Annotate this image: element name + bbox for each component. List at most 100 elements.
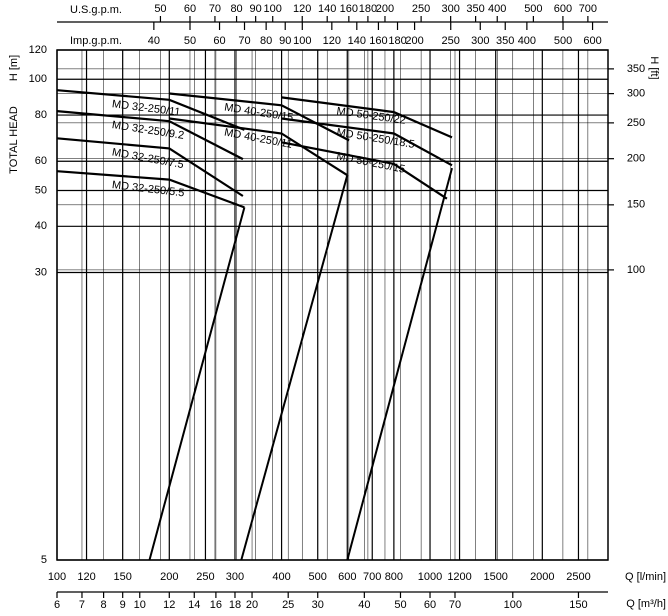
y2-tick-label: 200 xyxy=(627,153,645,165)
pump-curve xyxy=(281,96,453,139)
y-tick-label: 120 xyxy=(29,44,47,56)
x2-tick-label: 100 xyxy=(504,599,522,611)
pump-curve xyxy=(56,110,244,161)
x3-tick-label: 250 xyxy=(412,3,430,15)
y2-tick-label: 150 xyxy=(627,199,645,211)
x-tick-label: 200 xyxy=(160,571,178,583)
x2-tick-label: 70 xyxy=(449,599,461,611)
x-tick-label: 600 xyxy=(338,571,356,583)
x3-tick-label: 50 xyxy=(154,3,166,15)
x-tick-label: 1500 xyxy=(483,571,507,583)
y-tick-label: 60 xyxy=(35,155,47,167)
x3-tick-label: 100 xyxy=(264,3,282,15)
x4-tick-label: 200 xyxy=(405,35,423,47)
y-tick-label: 50 xyxy=(35,184,47,196)
x4-tick-label: 120 xyxy=(323,35,341,47)
x2-tick-label: 14 xyxy=(188,599,200,611)
x2-tick-label: 50 xyxy=(394,599,406,611)
y2-tick-label: 250 xyxy=(627,117,645,129)
x-tick-label: 400 xyxy=(272,571,290,583)
x4-tick-label: 40 xyxy=(148,35,160,47)
pump-curve xyxy=(169,117,348,177)
x3-tick-label: 700 xyxy=(579,3,597,15)
x3-tick-label: 80 xyxy=(230,3,242,15)
x2-tick-label: 12 xyxy=(163,599,175,611)
x4-tick-label: 50 xyxy=(184,35,196,47)
x4-tick-label: 70 xyxy=(238,35,250,47)
x-tick-label: 150 xyxy=(114,571,132,583)
x3-tick-label: 60 xyxy=(184,3,196,15)
pump-curve xyxy=(281,117,453,167)
pump-curve xyxy=(56,137,244,197)
x3-tick-label: 600 xyxy=(554,3,572,15)
x-label: Q [l/min] xyxy=(625,571,666,583)
x-tick-label: 300 xyxy=(226,571,244,583)
x2-tick-label: 10 xyxy=(134,599,146,611)
x3-tick-label: 90 xyxy=(250,3,262,15)
x3-tick-label: 300 xyxy=(441,3,459,15)
y-tick-label: 100 xyxy=(29,73,47,85)
x-tick-label: 1000 xyxy=(418,571,442,583)
x3-tick-label: 500 xyxy=(524,3,542,15)
x4-tick-label: 250 xyxy=(442,35,460,47)
x4-tick-label: 90 xyxy=(279,35,291,47)
x3-tick-label: 180 xyxy=(359,3,377,15)
y-tick-label: 30 xyxy=(35,266,47,278)
x3-tick-label: 70 xyxy=(209,3,221,15)
x4-tick-label: 160 xyxy=(369,35,387,47)
x2-tick-label: 8 xyxy=(101,599,107,611)
x-tick-label: 700 xyxy=(363,571,381,583)
x2-label: Q [m³/h] xyxy=(626,598,666,610)
x3-tick-label: 160 xyxy=(340,3,358,15)
x4-tick-label: 500 xyxy=(554,35,572,47)
x3-tick-label: 350 xyxy=(466,3,484,15)
x4-tick-label: 140 xyxy=(348,35,366,47)
y2-tick-label: 350 xyxy=(627,63,645,75)
x2-tick-label: 16 xyxy=(210,599,222,611)
x2-tick-label: 18 xyxy=(229,599,241,611)
x4-tick-label: 600 xyxy=(583,35,601,47)
x-tick-label: 1200 xyxy=(447,571,471,583)
y-tick-label: 5 xyxy=(41,554,47,566)
x2-tick-label: 25 xyxy=(282,599,294,611)
x4-tick-label: 350 xyxy=(496,35,514,47)
x4-tick-label: 180 xyxy=(388,35,406,47)
curve-label: MD 40-250/15 xyxy=(223,101,294,124)
x4-label: Imp.g.p.m. xyxy=(70,35,122,47)
x-tick-label: 500 xyxy=(309,571,327,583)
y-label: H [m] xyxy=(8,55,20,81)
pump-curve xyxy=(281,141,448,200)
x-tick-label: 800 xyxy=(385,571,403,583)
pump-curve xyxy=(56,89,245,131)
x2-tick-label: 40 xyxy=(358,599,370,611)
x-tick-label: 120 xyxy=(77,571,95,583)
x-tick-label: 250 xyxy=(196,571,214,583)
limit-line xyxy=(240,174,349,561)
x4-tick-label: 80 xyxy=(260,35,272,47)
x2-tick-label: 60 xyxy=(424,599,436,611)
x3-tick-label: 400 xyxy=(488,3,506,15)
x4-tick-label: 300 xyxy=(471,35,489,47)
x2-tick-label: 20 xyxy=(246,599,258,611)
x3-label: U.S.g.p.m. xyxy=(70,4,122,16)
x2-tick-label: 7 xyxy=(79,599,85,611)
curve-label: MD 50-250/15 xyxy=(335,150,406,175)
pump-curve xyxy=(169,92,350,142)
y2-tick-label: 300 xyxy=(627,88,645,100)
x3-tick-label: 140 xyxy=(318,3,336,15)
x4-tick-label: 60 xyxy=(213,35,225,47)
y2-label: H [ft] xyxy=(648,56,660,79)
x2-tick-label: 150 xyxy=(569,599,587,611)
x-tick-label: 100 xyxy=(48,571,66,583)
x4-tick-label: 400 xyxy=(518,35,536,47)
pump-curve xyxy=(56,170,245,209)
y-tick-label: 40 xyxy=(35,220,47,232)
y-tick-label: 80 xyxy=(35,109,47,121)
x3-tick-label: 200 xyxy=(376,3,394,15)
x3-tick-label: 120 xyxy=(293,3,311,15)
y2-tick-label: 100 xyxy=(627,264,645,276)
x4-tick-label: 100 xyxy=(293,35,311,47)
limit-line xyxy=(346,167,453,561)
limit-line xyxy=(148,207,246,561)
y-title: TOTAL HEAD xyxy=(8,106,20,174)
